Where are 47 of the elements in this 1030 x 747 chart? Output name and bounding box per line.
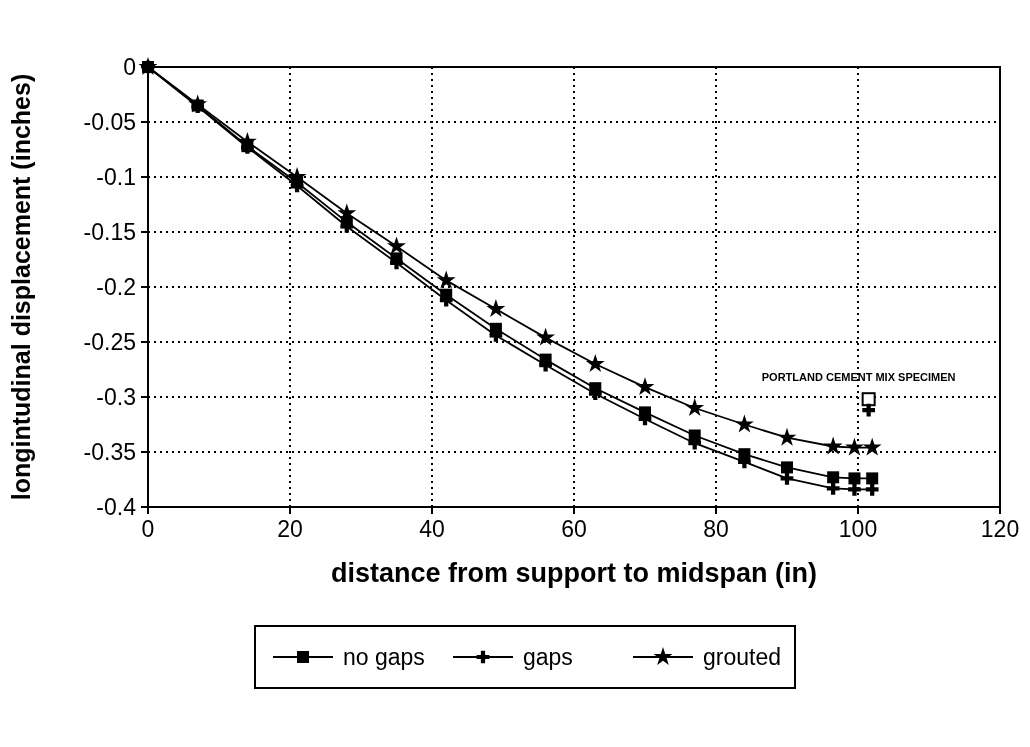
y-tick-label: -0.25 (83, 329, 136, 355)
point (826, 481, 840, 495)
point (781, 461, 793, 474)
y-tick-label: 0 (123, 54, 136, 80)
point (337, 203, 357, 222)
y-tick-label: -0.35 (83, 439, 136, 465)
x-tick-label: 20 (277, 516, 303, 542)
x-tick-label: 60 (561, 516, 587, 542)
point (777, 427, 797, 446)
point (865, 483, 879, 496)
point (862, 437, 882, 456)
x-tick-label: 100 (838, 516, 878, 542)
x-tick-label: 40 (419, 516, 445, 542)
legend-label: gaps (523, 644, 573, 670)
point (862, 403, 876, 417)
point (685, 398, 705, 417)
y-tick-label: -0.2 (96, 274, 136, 300)
point (237, 131, 257, 150)
point (635, 377, 655, 396)
x-tick-label: 120 (980, 516, 1020, 542)
annotation: PORTLAND CEMENT MIX SPECIMEN (761, 371, 956, 384)
x-tick-label: 0 (141, 516, 155, 542)
point (827, 471, 840, 484)
legend-label: no gaps (343, 644, 425, 670)
y-axis-title: longintudinal displacement (inches) (7, 73, 35, 501)
point (387, 236, 406, 255)
point (845, 437, 864, 456)
point (436, 270, 456, 289)
y-tick-label: -0.1 (96, 164, 136, 190)
point (486, 299, 506, 318)
point (823, 436, 843, 455)
legend-label: grouted (703, 644, 782, 670)
y-tick-label: -0.15 (83, 219, 136, 245)
point (866, 472, 879, 485)
y-tick-label: -0.05 (83, 109, 136, 135)
point (734, 414, 754, 433)
point (848, 483, 861, 496)
y-tick-label: -0.3 (96, 384, 136, 410)
x-axis-title: distance from support to midspan (in) (330, 558, 818, 588)
point (861, 392, 876, 407)
x-tick-label: 80 (703, 516, 729, 542)
point (780, 472, 794, 485)
y-tick-label: -0.4 (96, 494, 137, 520)
point (188, 94, 208, 113)
point (536, 327, 556, 346)
point (848, 472, 861, 485)
point (585, 354, 605, 373)
